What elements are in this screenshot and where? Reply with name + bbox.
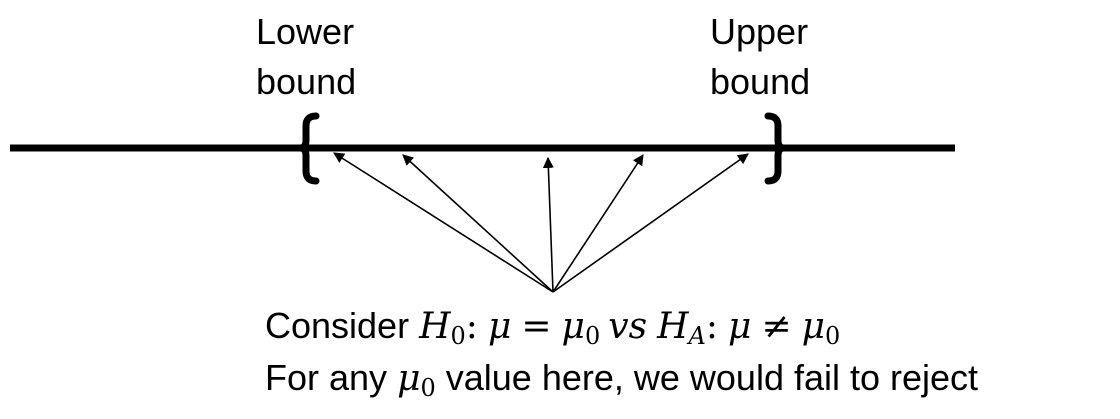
lower-bound-bracket (296, 112, 320, 185)
h0-subscript: 0 (450, 322, 466, 350)
mu-symbol-2: μ (727, 306, 752, 347)
upper-bound-label-line-1: Upper (710, 11, 809, 52)
upper-bound-label: Upper bound (710, 7, 810, 107)
arrow-4 (552, 154, 644, 293)
upper-bound-label-line-2: bound (710, 61, 811, 102)
mu0-symbol: μ (561, 306, 585, 347)
mu0-subscript: 0 (584, 322, 601, 350)
hypothesis-caption: Consider H0: μ = μ0 vs HA: μ ≠ μ0 (265, 304, 840, 349)
ha-symbol: H (657, 306, 689, 347)
mu0-subscript-3: 0 (420, 374, 436, 402)
ha-subscript: A (688, 322, 706, 350)
colon-2: : (705, 306, 718, 347)
mu0-subscript-2: 0 (824, 322, 841, 350)
caption-fail-to-reject: value here, we would fail to reject (445, 357, 979, 398)
lower-bound-label: Lower bound (256, 7, 356, 107)
not-equals-sign: ≠ (761, 306, 792, 347)
colon-1: : (465, 306, 478, 347)
upper-bound-bracket (764, 112, 788, 185)
mu0-symbol-3: μ (397, 358, 421, 399)
vs-text: vs (608, 306, 648, 347)
lower-bound-label-line-2: bound (256, 61, 357, 102)
equals-sign: = (521, 306, 552, 347)
caption-for-any: For any (265, 357, 388, 398)
caption-consider: Consider (265, 305, 410, 346)
h0-symbol: H (419, 306, 451, 347)
conclusion-caption: For any μ0 value here, we would fail to … (265, 356, 978, 401)
arrow-1 (333, 152, 554, 293)
lower-bound-label-line-1: Lower (256, 11, 355, 52)
arrow-5 (552, 153, 749, 293)
arrow-3 (542, 156, 554, 293)
mu-symbol: μ (487, 306, 512, 347)
arrow-2 (402, 154, 554, 293)
mu0-symbol-2: μ (801, 306, 825, 347)
